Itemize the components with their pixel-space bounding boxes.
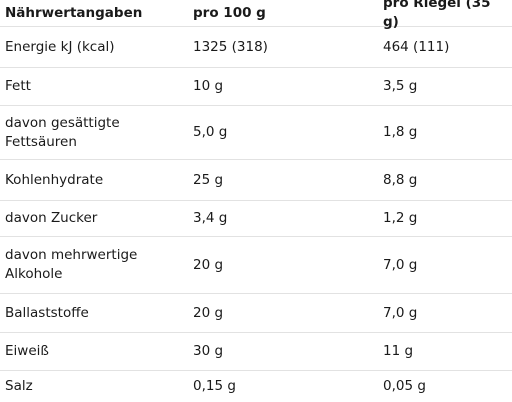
nutrient-name: Kohlenhydrate	[5, 171, 104, 188]
value-per-100g: 3,4 g	[193, 210, 228, 226]
value-per-bar: 7,0 g	[383, 304, 418, 321]
table-row: Fett 10 g 3,5 g	[0, 68, 512, 106]
value-per-bar: 1,2 g	[383, 210, 418, 226]
nutrient-name: Energie kJ (kcal)	[5, 38, 115, 55]
value-per-100g: 5,0 g	[193, 124, 228, 140]
header-per-bar: pro Riegel (35 g)	[383, 0, 491, 30]
table-row: Kohlenhydrate 25 g 8,8 g	[0, 160, 512, 201]
value-per-100g: 30 g	[193, 343, 224, 359]
value-per-100g: 0,15 g	[193, 378, 236, 394]
value-per-bar: 0,05 g	[383, 378, 426, 394]
value-per-bar: 8,8 g	[383, 171, 418, 188]
nutrient-name: Salz	[5, 378, 33, 394]
nutrient-name: davon Zucker	[5, 210, 98, 226]
value-per-100g: 25 g	[193, 171, 224, 188]
header-per-100g: pro 100 g	[193, 4, 266, 21]
value-per-bar: 7,0 g	[383, 256, 418, 273]
value-per-bar: 3,5 g	[383, 78, 418, 94]
table-row: Ballaststoffe 20 g 7,0 g	[0, 294, 512, 333]
value-per-100g: 20 g	[193, 256, 224, 273]
nutrient-name: davon mehrwertige Alkohole	[5, 247, 138, 282]
table-row: Salz 0,15 g 0,05 g	[0, 371, 512, 402]
table-row: davon mehrwertige Alkohole 20 g 7,0 g	[0, 237, 512, 294]
value-per-100g: 20 g	[193, 304, 224, 321]
nutrient-name: Fett	[5, 78, 31, 94]
value-per-bar: 1,8 g	[383, 124, 418, 140]
table-row: Energie kJ (kcal) 1325 (318) 464 (111)	[0, 27, 512, 68]
table-row: davon gesättigte Fettsäuren 5,0 g 1,8 g	[0, 106, 512, 160]
value-per-bar: 464 (111)	[383, 38, 450, 55]
header-nutrient: Nährwertangaben	[5, 4, 143, 21]
value-per-bar: 11 g	[383, 343, 414, 359]
table-header: Nährwertangaben pro 100 g pro Riegel (35…	[0, 0, 512, 30]
nutrient-name: Ballaststoffe	[5, 304, 89, 321]
table-row: Eiweiß 30 g 11 g	[0, 333, 512, 371]
nutrient-name: davon gesättigte Fettsäuren	[5, 114, 120, 150]
value-per-100g: 10 g	[193, 78, 224, 94]
nutrient-name: Eiweiß	[5, 343, 49, 359]
table-row: davon Zucker 3,4 g 1,2 g	[0, 201, 512, 237]
value-per-100g: 1325 (318)	[193, 38, 268, 55]
